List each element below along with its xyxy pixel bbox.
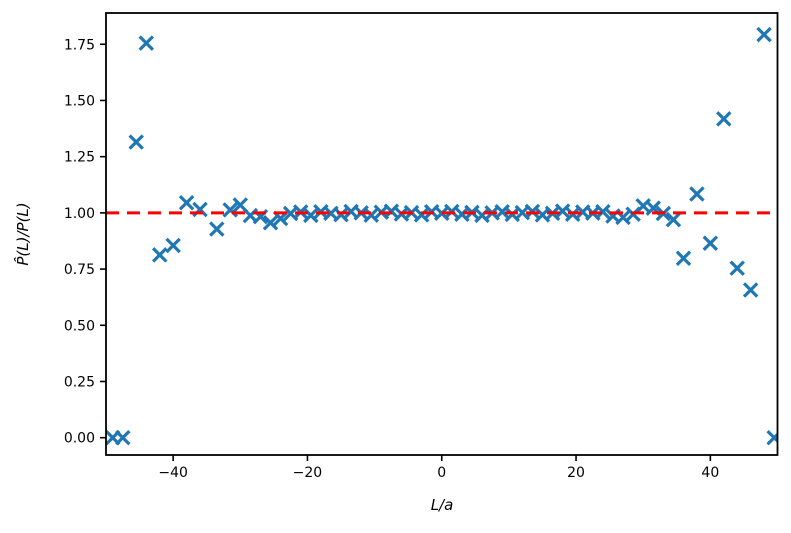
scatter-point [138,35,155,51]
x-axis-ticks: −40 −20 0 20 40 [158,455,719,481]
y-axis-label: P̂(L)/P(L) [14,202,32,266]
y-tick-label: 0.50 [64,318,95,334]
scatter-point [151,247,168,263]
scatter-point [742,282,759,298]
x-tick-label: −20 [293,465,323,481]
scatter-point [756,26,772,43]
scatter-point [209,221,225,237]
scatter-point [165,237,181,254]
y-axis-ticks: 0.00 0.25 0.50 0.75 1.00 1.25 1.50 1.75 [64,37,106,447]
y-tick-label: 1.25 [64,150,95,166]
scatter-point [595,204,611,220]
y-tick-label: 0.00 [64,431,95,447]
y-tick-label: 0.75 [64,262,95,278]
x-tick-label: 20 [567,465,585,481]
plot-border [105,12,779,456]
y-tick-label: 0.25 [64,374,95,390]
y-tick-label: 1.75 [64,37,95,53]
scatter-point [729,260,745,276]
scatter-point [702,235,719,251]
scatter-point [178,195,195,211]
x-tick-label: −40 [158,465,188,481]
scatter-point [115,429,131,446]
scatter-point [665,211,682,228]
y-tick-label: 1.00 [64,206,95,222]
scatter-point [766,429,778,446]
scatter-point [262,215,279,231]
x-tick-label: 40 [701,465,719,481]
scatter-point [689,186,705,202]
scatter-point [413,207,430,223]
x-tick-label: 0 [437,465,446,481]
scatter-point [128,134,144,150]
scatter-point [675,250,692,267]
x-axis-label: L/a [430,496,454,514]
scatter-series [106,26,778,446]
scatter-point [554,203,571,219]
y-tick-label: 1.50 [64,93,95,109]
scatter-point [716,111,732,127]
scatter-point [303,207,319,224]
scatter-point [333,206,349,223]
